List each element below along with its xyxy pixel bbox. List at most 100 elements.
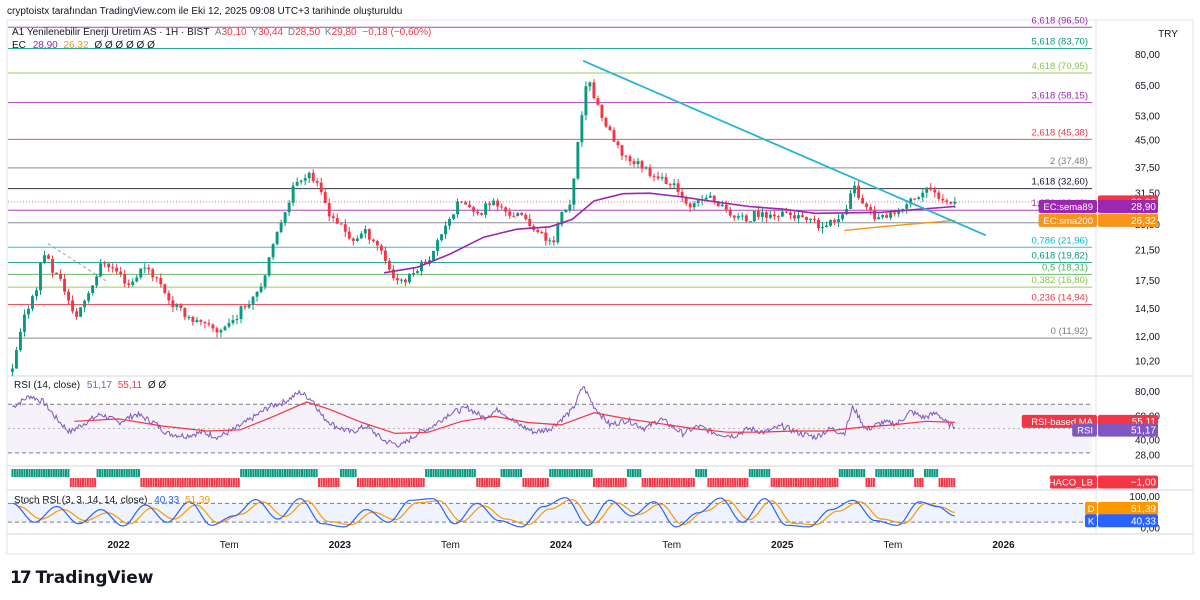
- candle-body: [853, 185, 857, 194]
- rsi-legend[interactable]: RSI (14, close) 51,17 55,11 Ø Ø: [14, 380, 166, 391]
- stoch-value-badge: [1098, 501, 1158, 515]
- haco-bar-up: [763, 469, 766, 477]
- stoch-legend[interactable]: Stoch RSI (3, 3, 14, 14, close) 40,33 51…: [14, 495, 210, 506]
- rsi-value-badge-text: 51,17: [1131, 426, 1156, 437]
- haco-bar-down: [829, 478, 832, 487]
- candle-body: [592, 82, 596, 99]
- haco-bar-down: [731, 478, 734, 487]
- haco-bar-down: [422, 478, 425, 487]
- haco-bar-down: [395, 478, 398, 487]
- candle-body: [323, 192, 327, 203]
- haco-bar-down: [726, 478, 729, 487]
- candle-body: [83, 300, 87, 308]
- haco-bar-up: [305, 469, 308, 477]
- candle-body: [187, 316, 191, 318]
- haco-bar-down: [415, 478, 418, 487]
- price-tick-label: 21,50: [1135, 245, 1160, 256]
- candle-body: [95, 276, 99, 286]
- haco-bar-down: [237, 478, 240, 487]
- ec-legend[interactable]: EC 28,90 26,32 Ø Ø Ø Ø Ø Ø: [12, 40, 155, 51]
- haco-bar-down: [522, 478, 525, 487]
- ohlc-close: 29,80: [331, 27, 357, 38]
- candle-body: [211, 324, 215, 329]
- candle-body: [821, 227, 824, 229]
- chart-canvas[interactable]: TRY 6,618 (96,50) 5,618 (83,70) 4,618 (70,9…: [0, 0, 1200, 560]
- candle-body: [387, 260, 391, 270]
- haco-bar-down: [675, 478, 678, 487]
- haco-bar-up: [344, 469, 347, 477]
- haco-bar-down: [393, 478, 396, 487]
- candle-body: [720, 204, 724, 207]
- haco-bar-down: [770, 478, 773, 487]
- haco-bar-down: [782, 478, 785, 487]
- tradingview-brand[interactable]: 17 TradingView: [10, 568, 153, 588]
- candle-body: [608, 126, 612, 130]
- haco-bar-down: [189, 478, 192, 487]
- fib-level-label: 0,618 (19,82): [1031, 251, 1088, 262]
- candle-body: [488, 203, 492, 205]
- candle-body: [448, 218, 451, 226]
- haco-bar-up: [40, 469, 43, 477]
- candle-body: [119, 271, 123, 275]
- haco-bar-down: [89, 478, 92, 487]
- haco-bar-down: [773, 478, 776, 487]
- haco-bar-down: [544, 478, 547, 487]
- haco-bar-up: [135, 469, 138, 477]
- haco-pane: HACO_LB −1,00: [11, 469, 1158, 489]
- haco-bar-down: [739, 478, 742, 487]
- haco-bar-down: [641, 478, 644, 487]
- haco-bar-up: [28, 469, 31, 477]
- haco-bar-down: [826, 478, 829, 487]
- haco-bar-down: [225, 478, 228, 487]
- haco-bar-up: [753, 469, 756, 477]
- haco-bar-up: [291, 469, 294, 477]
- haco-bar-down: [683, 478, 686, 487]
- haco-bar-up: [274, 469, 277, 477]
- candle-body: [588, 82, 592, 87]
- haco-label-text: HACO_LB: [1049, 478, 1093, 489]
- haco-bar-down: [680, 478, 683, 487]
- haco-bar-down: [941, 478, 944, 487]
- haco-bar-up: [242, 469, 245, 477]
- candle-body: [624, 155, 628, 157]
- haco-bar-up: [64, 469, 67, 477]
- haco-bar-down: [721, 478, 724, 487]
- haco-bar-up: [583, 469, 586, 477]
- candle-body: [79, 307, 83, 317]
- candle-body: [540, 232, 544, 234]
- candle-body: [251, 296, 255, 305]
- haco-bar-down: [719, 478, 722, 487]
- haco-bar-up: [123, 469, 126, 477]
- haco-bar-down: [541, 478, 544, 487]
- haco-bar-down: [712, 478, 715, 487]
- haco-bar-down: [94, 478, 97, 487]
- price-axis: 80,0065,0053,0045,0037,5031,5025,5021,50…: [1135, 50, 1160, 367]
- haco-bar-down: [184, 478, 187, 487]
- candle-body: [524, 214, 528, 219]
- haco-bar-down: [162, 478, 165, 487]
- haco-bar-down: [741, 478, 744, 487]
- haco-bar-down: [537, 478, 540, 487]
- candle-body: [107, 263, 111, 268]
- haco-label-badge: [1049, 475, 1097, 489]
- haco-bar-down: [804, 478, 807, 487]
- haco-bar-down: [872, 478, 875, 487]
- haco-bar-up: [52, 469, 55, 477]
- candle-body: [476, 211, 480, 214]
- haco-bar-up: [858, 469, 861, 477]
- haco-bar-up: [507, 469, 510, 477]
- haco-bar-up: [271, 469, 274, 477]
- haco-bar-down: [648, 478, 651, 487]
- candle-body: [59, 273, 62, 279]
- haco-bar-up: [515, 469, 518, 477]
- candle-body: [424, 261, 427, 264]
- stoch-tick-label: 100,00: [1129, 492, 1160, 503]
- candle-body: [379, 245, 383, 251]
- candle-body: [407, 274, 411, 283]
- haco-bar-up: [310, 469, 313, 477]
- haco-bar-up: [101, 469, 104, 477]
- rsi-value-badge-text: 55,11: [1132, 417, 1157, 428]
- symbol-legend[interactable]: A1 Yenilenebilir Enerji Uretim AS · 1H ·…: [12, 27, 431, 38]
- candle-body: [43, 255, 46, 263]
- candle-body: [456, 201, 460, 215]
